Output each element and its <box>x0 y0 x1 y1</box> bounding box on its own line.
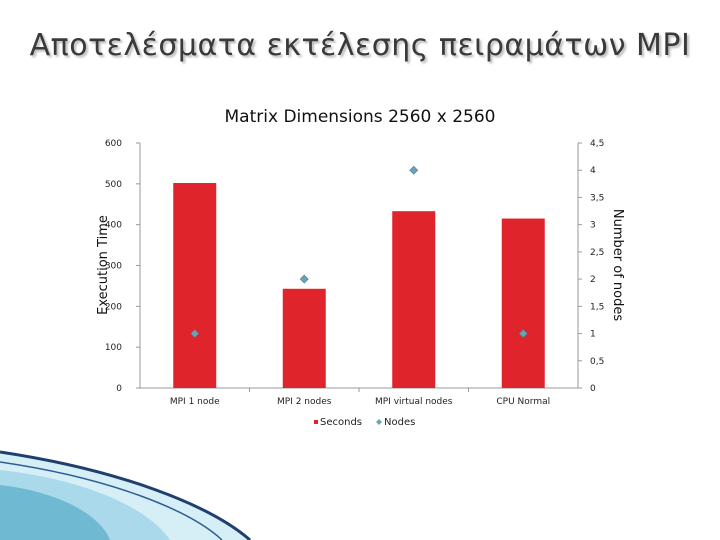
y-tick-label: 600 <box>105 139 122 149</box>
legend-label-nodes: Nodes <box>384 417 415 428</box>
x-tick-label: CPU Normal <box>496 397 550 407</box>
point-nodes <box>299 274 309 284</box>
legend-swatch-nodes <box>376 419 382 425</box>
right-ticks: 0 0,5 1 1,5 2 2,5 3 3,5 4 4,5 <box>578 139 604 394</box>
bar-seconds <box>392 211 436 388</box>
y-axis-title: Execution Time <box>96 215 111 315</box>
slide-title: Αποτελέσματα εκτέλεσης πειραμάτων MPI <box>29 28 691 63</box>
point-nodes <box>409 165 419 175</box>
y-tick-label: 400 <box>105 221 122 231</box>
y2-tick-label: 4 <box>590 166 596 176</box>
decorative-swoosh <box>0 450 251 540</box>
legend-swatch-seconds <box>314 420 318 424</box>
x-tick-label: MPI 2 nodes <box>277 397 332 407</box>
y2-tick-label: 1,5 <box>590 302 604 312</box>
y2-tick-label: 3 <box>590 221 596 231</box>
legend-label-seconds: Seconds <box>320 417 362 428</box>
y-tick-label: 500 <box>105 180 122 190</box>
bars <box>173 183 545 388</box>
points <box>190 165 528 338</box>
bar-seconds <box>173 183 217 388</box>
legend: Seconds Nodes <box>314 417 415 428</box>
point-nodes <box>190 329 200 338</box>
y2-axis-title: Number of nodes <box>610 209 625 321</box>
y-tick-label: 200 <box>105 302 122 312</box>
point-nodes <box>518 329 528 338</box>
left-ticks: 0 100 200 300 400 500 600 <box>105 139 140 394</box>
x-tick-label: MPI virtual nodes <box>375 397 453 407</box>
bar-seconds <box>501 218 545 388</box>
y2-tick-label: 2,5 <box>590 248 604 258</box>
x-tick-label: MPI 1 node <box>170 397 220 407</box>
y-tick-label: 300 <box>105 262 122 272</box>
chart-title: Matrix Dimensions 2560 x 2560 <box>224 107 496 127</box>
y2-tick-label: 4,5 <box>590 139 604 149</box>
y-tick-label: 100 <box>105 343 122 353</box>
y-tick-label: 0 <box>116 384 122 394</box>
y2-tick-label: 3,5 <box>590 193 604 203</box>
bar-seconds <box>282 288 326 388</box>
category-labels: MPI 1 node MPI 2 nodes MPI virtual nodes CP… <box>170 388 550 407</box>
y2-tick-label: 0,5 <box>590 357 604 367</box>
y2-tick-label: 2 <box>590 275 596 285</box>
y2-tick-label: 0 <box>590 384 596 394</box>
y2-tick-label: 1 <box>590 330 596 340</box>
